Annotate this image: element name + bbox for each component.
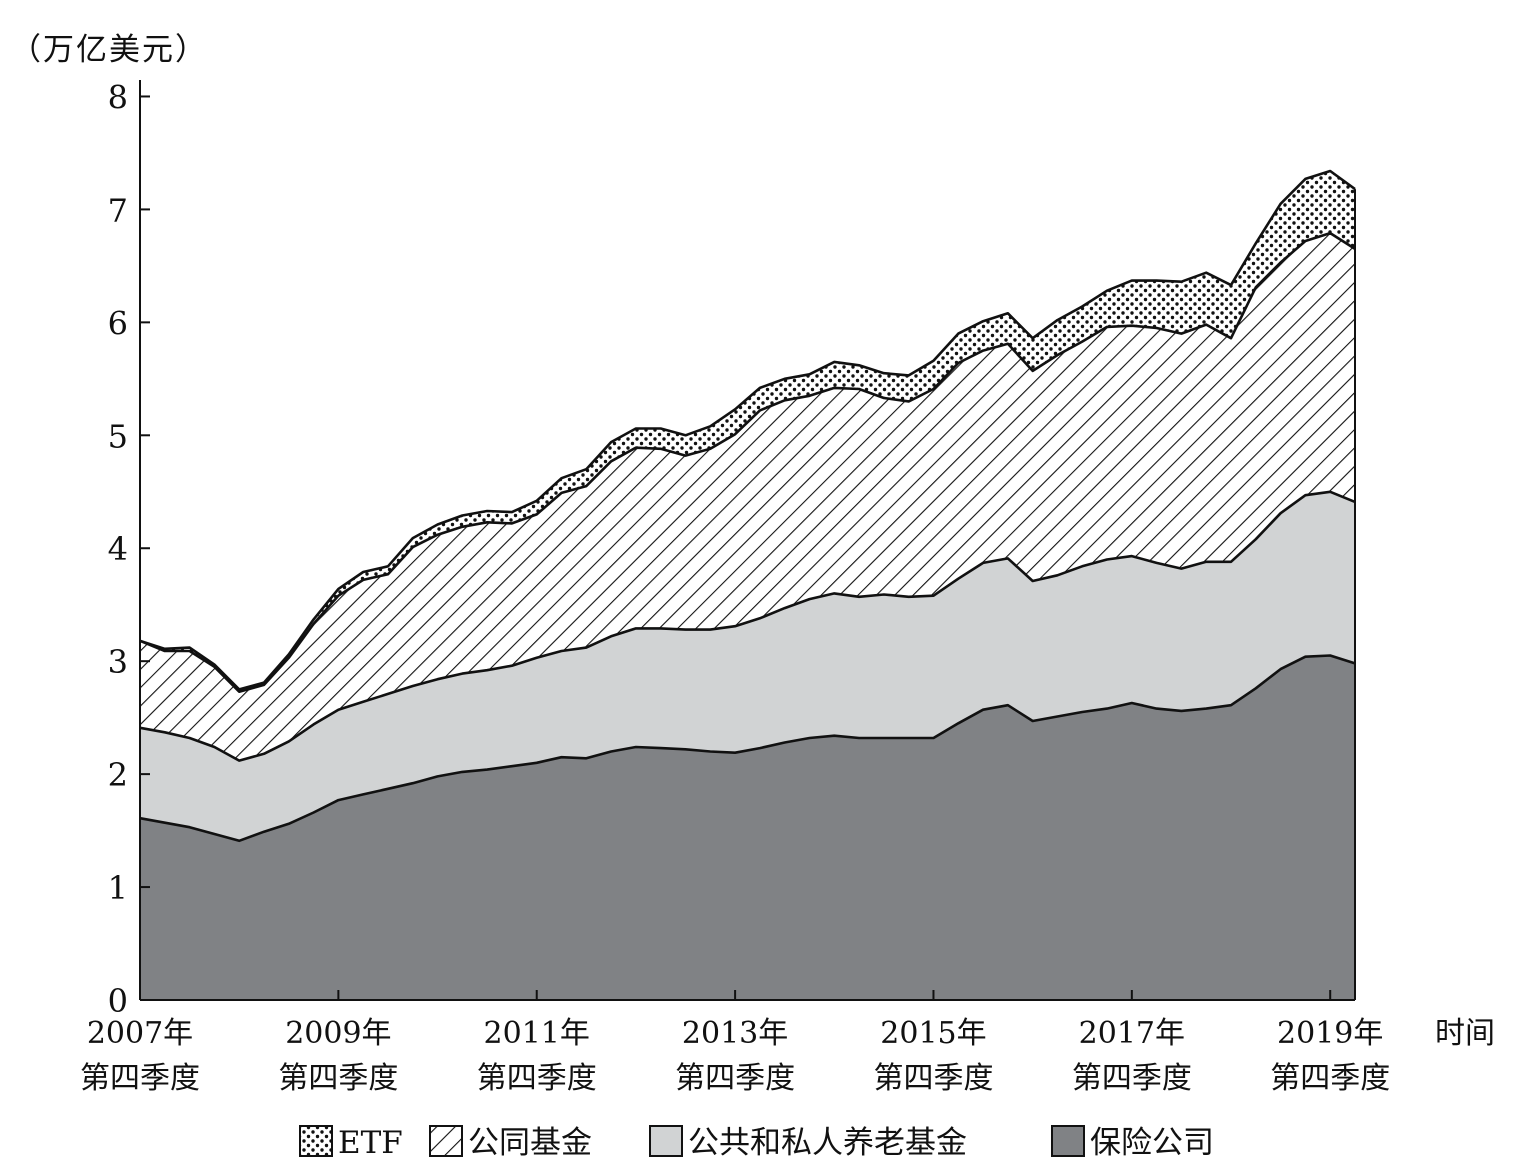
legend-label: 保险公司 [1090, 1125, 1214, 1161]
area-1 [140, 655, 1355, 1000]
y-tick-label: 0 [108, 982, 128, 1020]
y-tick-label: 4 [108, 530, 128, 568]
area-3 [140, 233, 1355, 761]
y-axis-unit-label: （万亿美元） [10, 32, 208, 68]
x-tick-label-quarter: 第四季度 [1072, 1061, 1192, 1096]
legend-swatch [299, 1125, 333, 1157]
x-tick-label-year: 2019年 [1277, 1016, 1383, 1051]
legend-item: 公同基金 [429, 1125, 592, 1161]
legend-item: 保险公司 [1051, 1125, 1214, 1161]
legend-swatch [429, 1125, 463, 1157]
x-tick-label-quarter: 第四季度 [278, 1061, 398, 1096]
legend-label: 公共和私人养老基金 [688, 1125, 967, 1161]
legend: ETF 公同基金 公共和私人养老基金 保险公司 [299, 1125, 1214, 1161]
x-tick-label-year: 2011年 [484, 1016, 590, 1051]
y-tick-label: 3 [108, 643, 128, 681]
x-tick-label-quarter: 第四季度 [1270, 1061, 1390, 1096]
y-tick-label: 5 [108, 417, 128, 455]
legend-label: ETF [338, 1125, 403, 1161]
axes-layer: 0 1 2 3 4 5 6 7 8 [108, 78, 1356, 1020]
boundary-line-3 [139, 231, 1356, 693]
x-tick-label-year: 2007年 [87, 1016, 193, 1051]
x-axis-title: 时间 [1435, 1016, 1495, 1051]
area-2 [140, 491, 1355, 841]
x-tick-label-quarter: 第四季度 [477, 1061, 597, 1096]
y-tick-label: 6 [108, 304, 128, 342]
legend-swatch [1051, 1125, 1085, 1157]
y-tick-label: 2 [108, 756, 128, 794]
boundary-line-1 [139, 654, 1356, 843]
boundary-line-4 [139, 169, 1356, 691]
legend-item: 公共和私人养老基金 [649, 1125, 967, 1161]
x-tick-label-quarter: 第四季度 [873, 1061, 993, 1096]
y-tick-label: 1 [108, 869, 128, 907]
x-tick-label-year: 2015年 [880, 1016, 986, 1051]
legend-swatch [649, 1125, 683, 1157]
x-tick-label-year: 2017年 [1079, 1016, 1185, 1051]
boundary-line-2 [139, 490, 1356, 762]
x-tick-label-quarter: 第四季度 [80, 1061, 200, 1096]
legend-item: ETF [299, 1125, 403, 1161]
y-tick-label: 7 [108, 191, 128, 229]
areas-layer [139, 169, 1356, 1000]
legend-label: 公同基金 [468, 1125, 592, 1161]
y-tick-label: 8 [108, 78, 128, 116]
x-tick-label-year: 2013年 [682, 1016, 788, 1051]
x-tick-label-year: 2009年 [285, 1016, 391, 1051]
x-tick-label-quarter: 第四季度 [675, 1061, 795, 1096]
